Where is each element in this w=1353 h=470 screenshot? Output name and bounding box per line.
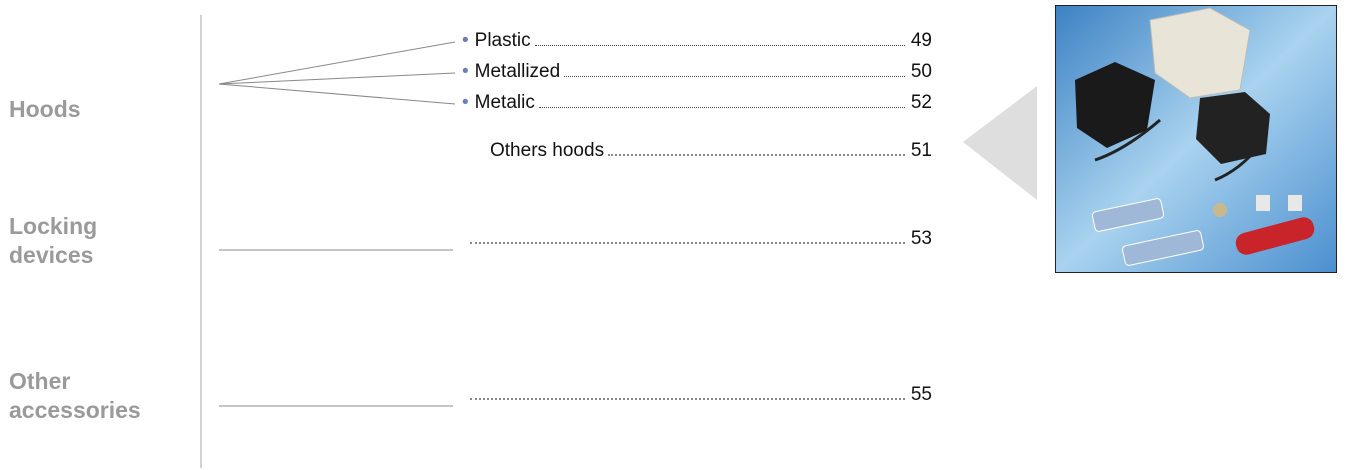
toc-entry: • Plastic 49	[462, 30, 932, 52]
leader-dots	[608, 154, 905, 156]
entry-name: Metallized	[475, 61, 561, 83]
leader-dots	[470, 398, 905, 400]
bullet: •	[462, 30, 469, 52]
toc-entry: • Metallized 50	[462, 61, 932, 83]
page-number: 51	[911, 140, 932, 162]
label-line: Locking	[9, 212, 97, 241]
toc-entry: • Metalic 52	[462, 92, 932, 114]
product-photo	[1056, 6, 1337, 273]
leader-dots	[535, 45, 905, 46]
toc-entry: 55	[466, 384, 932, 406]
leader-dots	[539, 107, 905, 108]
leader-dots	[470, 242, 905, 244]
entry-name: Plastic	[475, 30, 531, 52]
branch-line	[219, 73, 455, 84]
bullet: •	[462, 61, 469, 83]
leader-dots	[564, 76, 905, 77]
bullet: •	[462, 92, 469, 114]
label-line: accessories	[9, 396, 141, 425]
page-number: 49	[911, 30, 932, 52]
page-number: 53	[911, 228, 932, 250]
pointer-triangle	[963, 86, 1037, 200]
page-number: 55	[911, 384, 932, 406]
branch-line	[219, 84, 455, 104]
section-label: Hoods	[9, 95, 81, 124]
label-line: Hoods	[9, 95, 81, 124]
label-line: Other	[9, 367, 141, 396]
entry-name: Others hoods	[490, 140, 604, 162]
toc-entry: Others hoods 51	[490, 140, 932, 162]
label-line: devices	[9, 241, 97, 270]
toc-entry: 53	[466, 228, 932, 250]
branch-line	[219, 42, 455, 84]
page-number: 50	[911, 61, 932, 83]
entry-name: Metalic	[475, 92, 535, 114]
page-number: 52	[911, 92, 932, 114]
page: Hoods • Plastic 49 • Metallized 50 • Metalic 52 Ot…	[0, 0, 1353, 470]
